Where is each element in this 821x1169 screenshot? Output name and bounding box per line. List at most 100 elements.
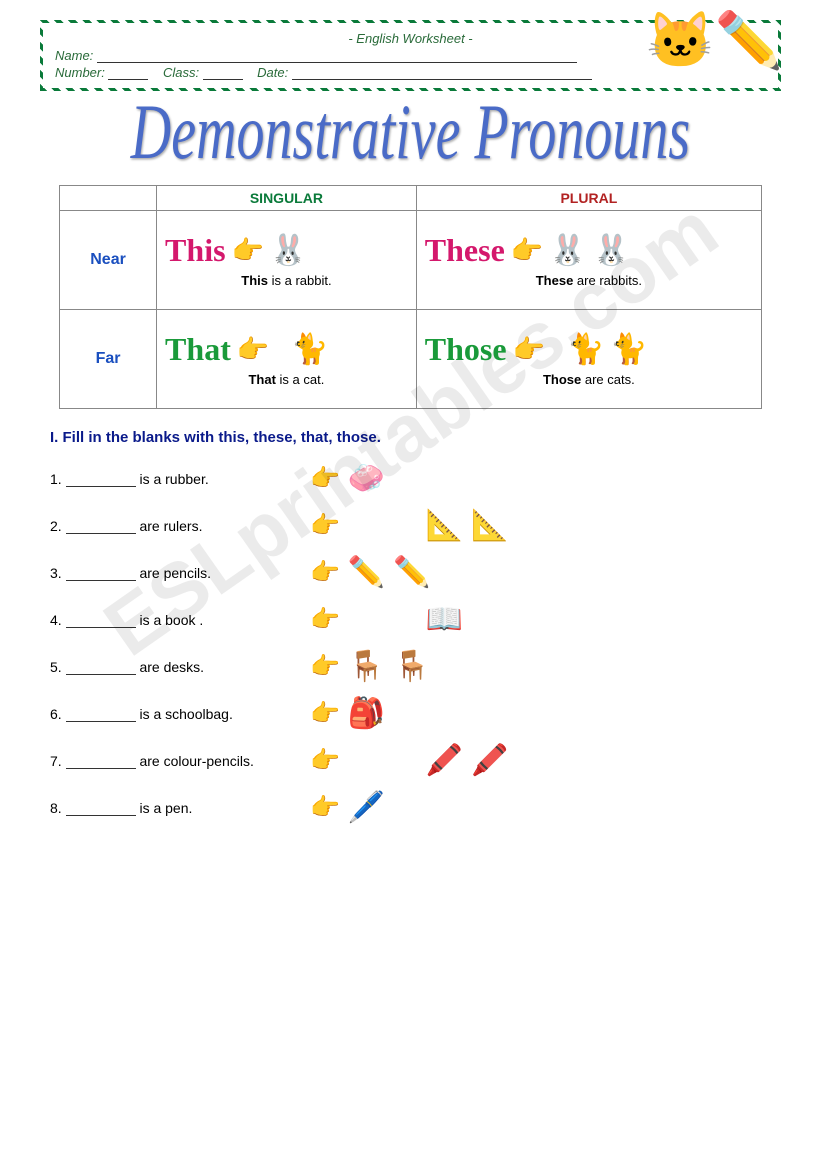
exercise-sentence: is a rubber. [136,471,209,487]
object-icon: 📐 [471,508,508,543]
main-title: Demonstrative Pronouns [20,88,801,178]
sentence-those: Those are cats. [425,372,753,387]
object-icon: 📖 [426,602,463,637]
exercise-row: 6. is a schoolbag.👉🎒 [50,696,771,731]
exercise-icons: 👉🧼 [310,461,385,496]
cell-this: This 👉 🐰 This is a rabbit. [157,211,417,310]
answer-blank[interactable] [66,472,136,487]
exercise-text: 3. are pencils. [50,565,310,581]
cell-those: Those 👉 🐈 🐈 Those are cats. [416,310,761,409]
cat-icon: 🐈 [567,332,604,367]
rabbit-icon: 🐰 [549,233,586,268]
exercise-sentence: are pencils. [136,565,211,581]
exercise-icons: 👉 🖍️🖍️ [310,743,509,778]
exercise-list: 1. is a rubber.👉🧼2. are rulers.👉📐📐3. are… [50,461,771,825]
number-blank[interactable] [108,67,148,80]
exercise-icons: 👉 🖊️ [310,790,385,825]
sentence-these: These are rabbits. [425,273,753,288]
exercise-sentence: is a book . [136,612,204,628]
cell-that: That 👉 🐈 That is a cat. [157,310,417,409]
exercise-icons: 👉 📐📐 [310,508,509,543]
name-label: Name: [55,48,93,63]
answer-blank[interactable] [66,707,136,722]
answer-blank[interactable] [66,801,136,816]
pointing-hand-icon: 👉 [310,652,340,681]
object-icon: 🪑 [393,649,430,684]
exercise-row: 8. is a pen.👉🖊️ [50,790,771,825]
cat-icon: 🐈 [610,332,647,367]
exercise-icons: 👉 ✏️✏️ [310,555,431,590]
col-singular: SINGULAR [157,186,417,211]
pointing-hand-icon: 👉 [237,334,269,365]
pointing-hand-icon: 👉 [310,558,340,587]
exercise-number: 6. [50,706,66,722]
exercise-row: 7. are colour-pencils.👉 🖍️🖍️ [50,743,771,778]
object-icon: ✏️ [348,555,385,590]
name-blank[interactable] [97,50,577,63]
exercise-sentence: is a schoolbag. [136,706,233,722]
sentence-that: That is a cat. [165,372,408,387]
exercise-text: 2. are rulers. [50,518,310,534]
exercise-number: 3. [50,565,66,581]
pointing-hand-icon: 👉 [310,605,340,634]
class-label: Class: [163,65,199,80]
pointing-hand-icon: 👉 [310,511,340,540]
answer-blank[interactable] [66,660,136,675]
pointing-hand-icon: 👉 [232,235,264,266]
answer-blank[interactable] [66,519,136,534]
exercise-number: 7. [50,753,66,769]
row-near: Near [60,211,157,310]
object-icon: 🖍️ [426,743,463,778]
answer-blank[interactable] [66,613,136,628]
exercise-text: 6. is a schoolbag. [50,706,310,722]
exercise-number: 8. [50,800,66,816]
corner-cell [60,186,157,211]
answer-blank[interactable] [66,566,136,581]
object-icon: ✏️ [393,555,430,590]
exercise-number: 5. [50,659,66,675]
pointing-hand-icon: 👉 [310,746,340,775]
object-icon: 🪑 [348,649,385,684]
word-those: Those [425,331,507,368]
exercise-number: 1. [50,471,66,487]
object-icon: 🧼 [348,461,385,496]
exercise-sentence: are rulers. [136,518,203,534]
number-label: Number: [55,65,105,80]
sentence-this: This is a rabbit. [165,273,408,288]
object-icon: 🖍️ [471,743,508,778]
object-icon: 🖊️ [348,790,385,825]
pronoun-table: SINGULAR PLURAL Near This 👉 🐰 This is a … [59,185,762,409]
pointing-hand-icon: 👉 [310,464,340,493]
rabbit-icon: 🐰 [593,233,630,268]
exercise-icons: 👉📖 [310,602,463,637]
exercise-number: 2. [50,518,66,534]
word-these: These [425,232,505,269]
row-far: Far [60,310,157,409]
col-plural: PLURAL [416,186,761,211]
object-icon: 📐 [426,508,463,543]
instruction: I. Fill in the blanks with this, these, … [50,429,801,446]
answer-blank[interactable] [66,754,136,769]
exercise-sentence: is a pen. [136,800,193,816]
exercise-number: 4. [50,612,66,628]
pointing-hand-icon: 👉 [513,334,545,365]
date-label: Date: [257,65,288,80]
pointing-hand-icon: 👉 [310,699,340,728]
word-this: This [165,232,225,269]
class-blank[interactable] [203,67,243,80]
rabbit-icon: 🐰 [270,233,307,268]
exercise-text: 5. are desks. [50,659,310,675]
cat-mascot-icon: 🐱✏️ [646,8,783,73]
exercise-text: 8. is a pen. [50,800,310,816]
exercise-icons: 👉 🪑🪑 [310,649,431,684]
pointing-hand-icon: 👉 [310,793,340,822]
exercise-text: 7. are colour-pencils. [50,753,310,769]
date-blank[interactable] [292,67,592,80]
exercise-row: 2. are rulers.👉📐📐 [50,508,771,543]
cat-icon: 🐈 [291,332,328,367]
exercise-sentence: are desks. [136,659,204,675]
exercise-row: 3. are pencils.👉✏️✏️ [50,555,771,590]
exercise-row: 1. is a rubber.👉🧼 [50,461,771,496]
exercise-row: 4. is a book .👉📖 [50,602,771,637]
object-icon: 🎒 [348,696,385,731]
